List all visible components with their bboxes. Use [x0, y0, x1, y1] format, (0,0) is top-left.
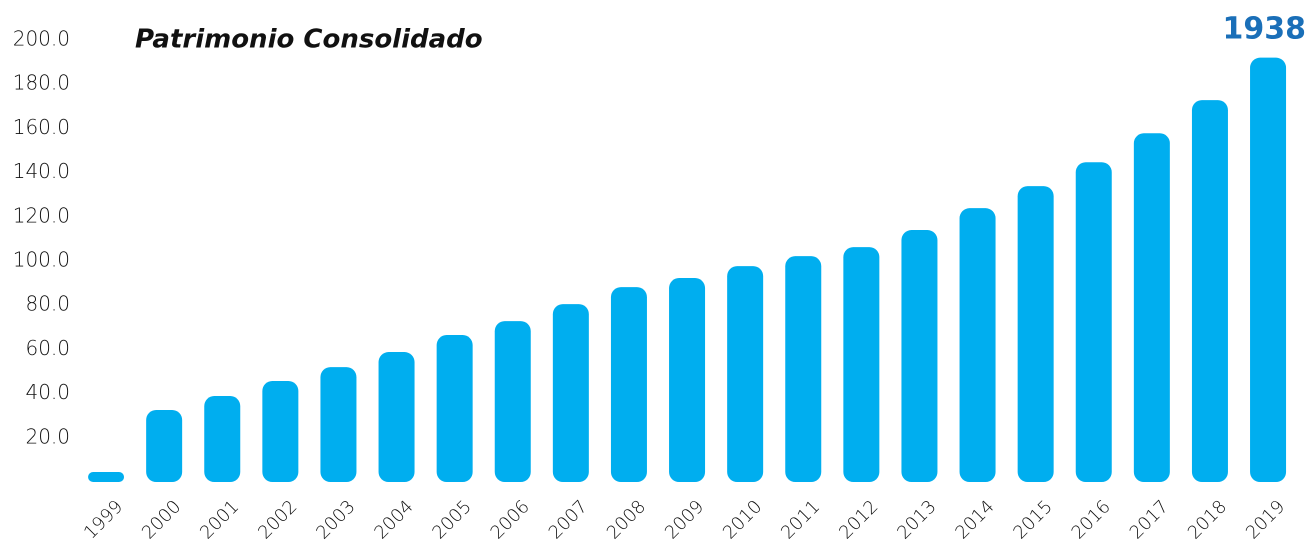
x-tick-label: 1999 [80, 496, 127, 543]
x-tick-label: 2012 [835, 496, 882, 543]
x-tick-label: 2007 [545, 496, 592, 543]
x-tick-label: 2019 [1242, 496, 1289, 543]
bar [959, 208, 996, 482]
x-tick-label: 2000 [138, 496, 185, 543]
x-tick-label: 2017 [1126, 496, 1173, 543]
x-tick-label: 2010 [719, 496, 766, 543]
annotation: 1938 [1223, 12, 1307, 47]
x-tick-label: 2009 [661, 496, 708, 543]
x-tick-label: 2015 [1009, 496, 1056, 543]
x-tick-label: 2008 [603, 496, 650, 543]
bar [1133, 133, 1170, 482]
x-tick-label: 2011 [777, 496, 824, 543]
x-tick-label: 2003 [312, 496, 359, 543]
bar [262, 381, 299, 482]
x-tick-label: 2004 [370, 496, 417, 543]
bar [843, 247, 880, 482]
y-tick-label: 20.0 [25, 424, 70, 448]
y-tick-label: 160.0 [13, 115, 70, 139]
y-tick-label: 140.0 [13, 159, 70, 183]
x-tick-label: 2002 [254, 496, 301, 543]
bar [552, 304, 589, 482]
x-tick-label: 2001 [196, 496, 243, 543]
bar [785, 256, 822, 482]
bar [669, 278, 706, 482]
x-tick-label: 2018 [1184, 496, 1231, 543]
chart-title: Patrimonio Consolidado [135, 25, 483, 55]
y-tick-label: 80.0 [25, 292, 70, 316]
bar [901, 230, 938, 482]
y-tick-label: 200.0 [13, 27, 70, 51]
bar [1250, 57, 1287, 483]
y-tick-label: 180.0 [13, 71, 70, 95]
bar [1017, 186, 1054, 482]
bar [610, 287, 647, 482]
y-tick-label: 40.0 [25, 380, 70, 404]
bar [727, 266, 764, 482]
bar [494, 321, 531, 482]
x-tick-label: 2006 [487, 496, 534, 543]
bar [436, 335, 473, 482]
bar [1075, 162, 1112, 482]
bar [378, 352, 415, 482]
y-tick-label: 60.0 [25, 336, 70, 360]
x-tick-label: 2005 [428, 496, 475, 543]
bar [1191, 100, 1228, 482]
x-tick-label: 2016 [1068, 496, 1115, 543]
y-tick-label: 120.0 [13, 203, 70, 227]
bar [204, 396, 241, 482]
x-tick-label: 2014 [951, 496, 998, 543]
bar [88, 472, 125, 482]
bar [320, 367, 357, 482]
x-tick-label: 2013 [893, 496, 940, 543]
y-tick-label: 100.0 [13, 248, 70, 272]
bar [146, 409, 183, 482]
